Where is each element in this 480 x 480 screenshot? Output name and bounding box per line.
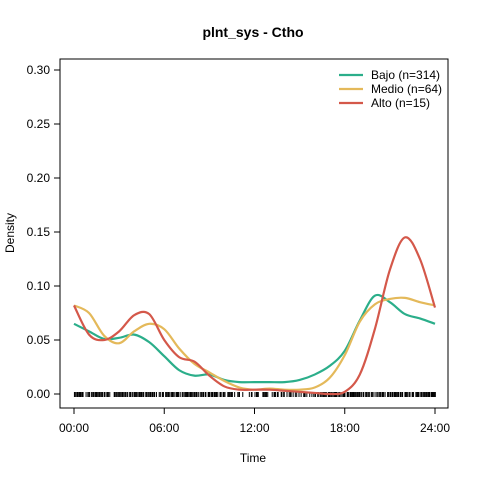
y-tick-label: 0.10 <box>27 279 51 293</box>
plot-frame <box>59 58 449 409</box>
x-tick-label: 24:00 <box>420 421 450 435</box>
series-line-1 <box>73 293 436 384</box>
series-line-3 <box>73 236 437 396</box>
x-tick-label: 12:00 <box>239 421 269 435</box>
rug-marks <box>73 392 436 397</box>
x-axis-label: Time <box>240 451 267 465</box>
series-lines <box>73 236 437 396</box>
y-axis-label: Density <box>3 213 17 253</box>
y-tick-label: 0.15 <box>27 225 51 239</box>
y-tick-label: 0.20 <box>27 171 51 185</box>
x-tick-label: 00:00 <box>59 421 89 435</box>
y-tick-label: 0.05 <box>27 333 51 347</box>
legend-label: Medio (n=64) <box>371 82 442 96</box>
y-tick-label: 0.00 <box>27 387 51 401</box>
x-axis: 00:00 06:00 12:00 18:00 24:00 <box>59 407 450 435</box>
y-tick-label: 0.25 <box>27 117 51 131</box>
y-axis: 0.00 0.05 0.10 0.15 0.20 0.25 0.30 <box>27 63 61 401</box>
legend: Bajo (n=314)Medio (n=64)Alto (n=15) <box>339 68 442 110</box>
x-tick-label: 18:00 <box>330 421 360 435</box>
chart-title: plnt_sys - Ctho <box>202 24 303 40</box>
legend-label: Bajo (n=314) <box>371 68 440 82</box>
y-tick-label: 0.30 <box>27 63 51 77</box>
x-tick-label: 06:00 <box>149 421 179 435</box>
legend-label: Alto (n=15) <box>371 96 430 110</box>
series-line-2 <box>73 296 436 391</box>
